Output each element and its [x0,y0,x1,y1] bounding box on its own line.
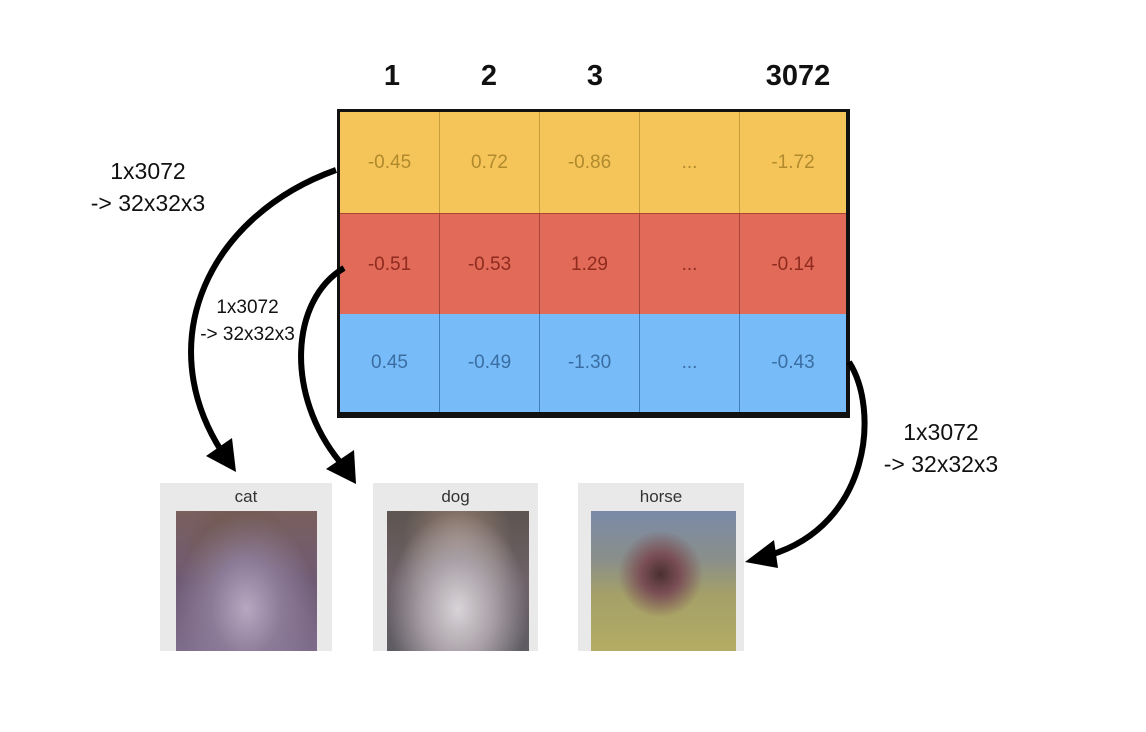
matrix-cell: ... [640,112,740,213]
image-label: dog [441,487,470,506]
annotation-line1: 1x3072 [110,158,186,184]
column-header-3072: 3072 [765,60,831,92]
arrow-to-cat [188,167,338,454]
matrix-cell: ... [640,314,740,412]
cat-average-image [176,511,317,651]
matrix-cell: 0.45 [340,314,440,412]
matrix-cell: -0.45 [340,112,440,213]
image-label: horse [639,487,683,506]
column-header-2: 2 [480,60,498,92]
matrix-row-yellow: -0.45 0.72 -0.86 ... -1.72 [340,112,846,213]
matrix-cell: -0.86 [540,112,640,213]
annotation-line1: 1x3072 [903,419,979,445]
matrix-cell: -1.30 [540,314,640,412]
horse-average-image [591,511,736,651]
data-matrix: -0.45 0.72 -0.86 ... -1.72 -0.51 -0.53 1… [337,109,850,418]
matrix-cell: -1.72 [740,112,846,213]
dog-average-image [387,511,529,651]
column-header-1: 1 [383,60,401,92]
matrix-cell: 0.72 [440,112,540,213]
matrix-cell: ... [640,214,740,315]
matrix-cell: -0.43 [740,314,846,412]
arrowhead-cat [206,438,236,472]
matrix-cell: -0.51 [340,214,440,315]
arrowhead-horse [745,540,778,568]
image-label: cat [234,487,258,506]
annotation-line2: -> 32x32x3 [200,323,295,345]
arrow-to-dog [298,265,346,464]
image-cat: cat [160,483,332,651]
annotation-line2: -> 32x32x3 [90,190,206,217]
image-horse: horse [578,483,744,651]
matrix-cell: -0.49 [440,314,540,412]
annotation-line2: -> 32x32x3 [883,451,999,478]
arrowhead-dog [326,450,356,484]
reshape-annotation-cat: 1x3072 -> 32x32x3 [68,155,228,219]
matrix-cell: -0.14 [740,214,846,315]
matrix-row-blue: 0.45 -0.49 -1.30 ... -0.43 [340,314,846,412]
column-header-3: 3 [586,60,604,92]
reshape-annotation-horse: 1x3072 -> 32x32x3 [866,416,1016,480]
image-dog: dog [373,483,538,651]
annotation-line1: 1x3072 [216,297,279,318]
matrix-cell: -0.53 [440,214,540,315]
reshape-annotation-dog: 1x3072 -> 32x32x3 [180,295,315,348]
matrix-cell: 1.29 [540,214,640,315]
matrix-row-red: -0.51 -0.53 1.29 ... -0.14 [340,213,846,315]
arrow-to-horse [769,360,868,558]
